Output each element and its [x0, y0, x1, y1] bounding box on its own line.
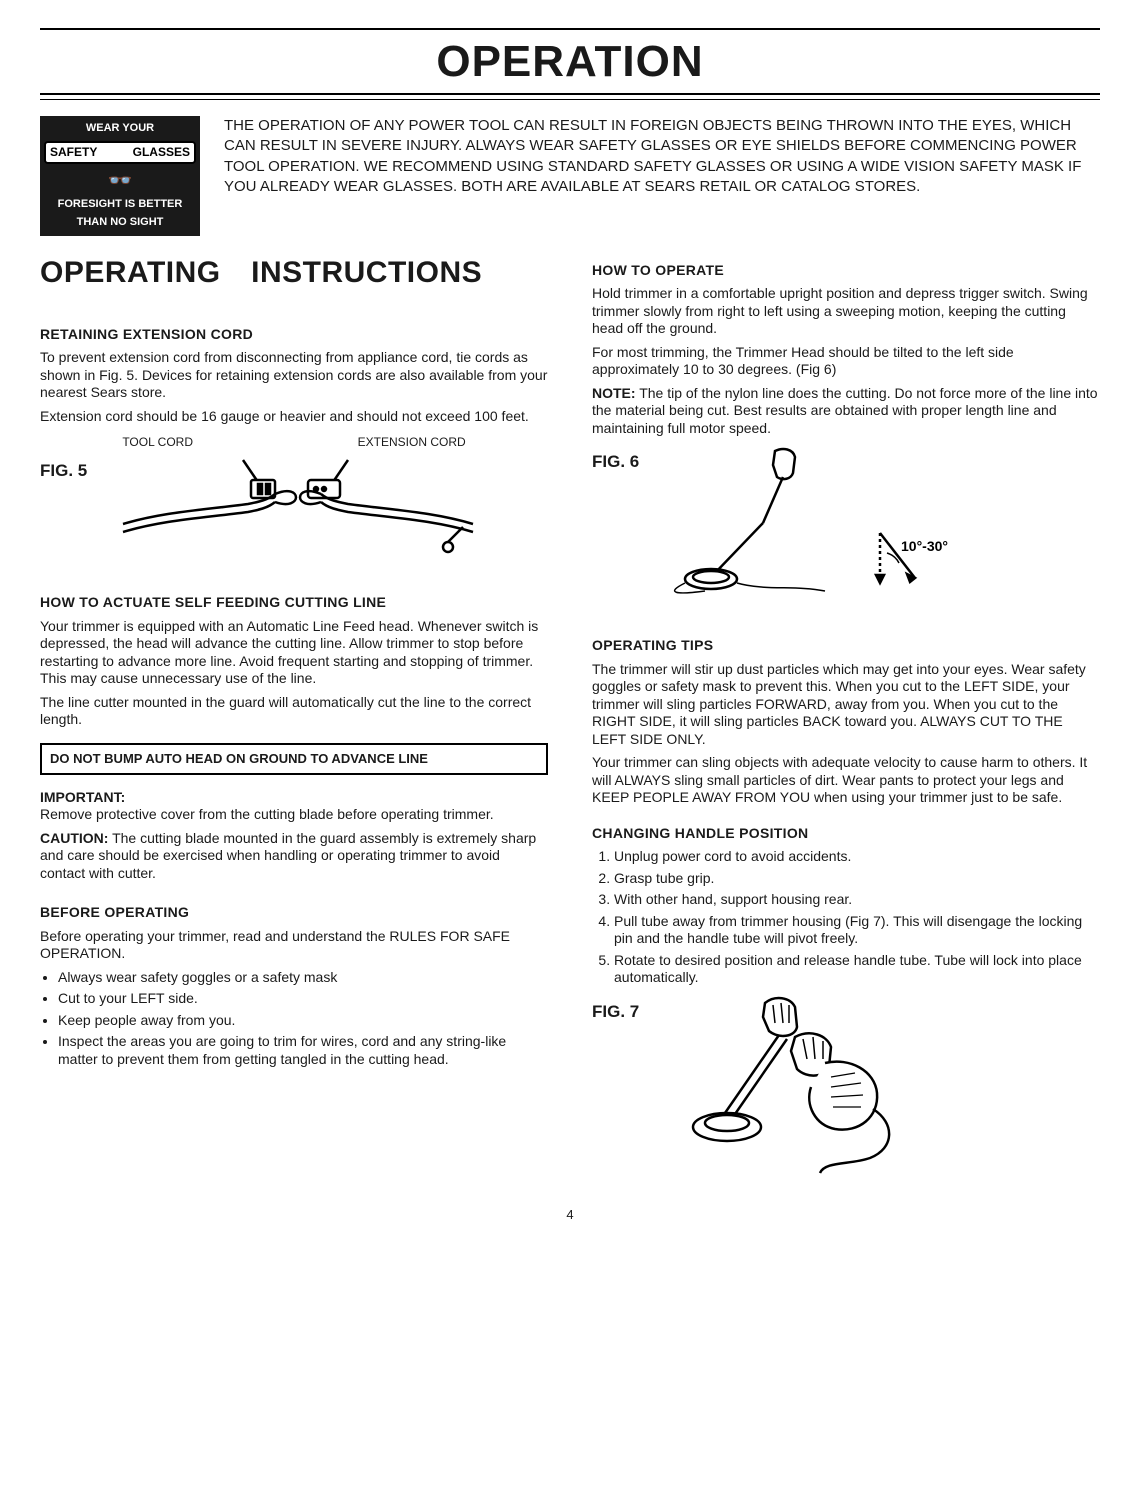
page-number: 4 [40, 1207, 1100, 1223]
intro-row: WEAR YOUR SAFETY GLASSES 👓 FORESIGHT IS … [40, 116, 1100, 236]
title-rule-2 [40, 99, 1100, 100]
note-block: NOTE: The tip of the nylon line does the… [592, 385, 1100, 438]
operating-tips-p1: The trimmer will stir up dust particles … [592, 661, 1100, 749]
fig5-diagram [103, 452, 503, 562]
how-to-operate-p1: Hold trimmer in a comfortable upright po… [592, 285, 1100, 338]
left-column: RETAINING EXTENSION CORD To prevent exte… [40, 310, 548, 1183]
list-item: Unplug power cord to avoid accidents. [614, 848, 1100, 866]
top-rule [40, 28, 1100, 30]
do-not-bump-box: DO NOT BUMP AUTO HEAD ON GROUND TO ADVAN… [40, 743, 548, 775]
changing-handle-heading: CHANGING HANDLE POSITION [592, 825, 1100, 843]
important-heading: IMPORTANT: [40, 789, 125, 805]
caution-text: The cutting blade mounted in the guard a… [40, 830, 536, 881]
title-rule-1 [40, 93, 1100, 95]
badge-left: SAFETY [50, 145, 97, 160]
how-to-operate-heading: HOW TO OPERATE [592, 262, 1100, 280]
fig7-row: FIG. 7 [592, 993, 1100, 1183]
caution-block: CAUTION: The cutting blade mounted in th… [40, 830, 548, 883]
glasses-icon: 👓 [44, 171, 196, 191]
fig6-row: FIG. 6 10°-30° [592, 443, 1100, 613]
tool-cord-label: TOOL CORD [122, 435, 193, 450]
retaining-cord-p2: Extension cord should be 16 gauge or hea… [40, 408, 548, 426]
auto-line-heading: HOW TO ACTUATE SELF FEEDING CUTTING LINE [40, 594, 548, 612]
list-item: Rotate to desired position and release h… [614, 952, 1100, 987]
note-heading: NOTE: [592, 385, 636, 401]
how-to-operate-p2: For most trimming, the Trimmer Head shou… [592, 344, 1100, 379]
page-title: OPERATION [40, 34, 1100, 89]
fig6-label: FIG. 6 [592, 451, 639, 472]
list-item: Keep people away from you. [58, 1012, 548, 1030]
important-block: IMPORTANT: Remove protective cover from … [40, 789, 548, 824]
badge-right: GLASSES [133, 145, 190, 160]
before-operating-heading: BEFORE OPERATING [40, 904, 548, 922]
auto-line-p2: The line cutter mounted in the guard wil… [40, 694, 548, 729]
fig5-label: FIG. 5 [40, 460, 87, 481]
badge-top: WEAR YOUR [44, 122, 196, 136]
fig5-row: FIG. 5 [40, 452, 548, 562]
right-column: HOW TO OPERATE Hold trimmer in a comfort… [592, 310, 1100, 1183]
caution-heading: CAUTION: [40, 830, 108, 846]
fig7-label: FIG. 7 [592, 1001, 639, 1022]
list-item: Pull tube away from trimmer housing (Fig… [614, 913, 1100, 948]
extension-cord-label: EXTENSION CORD [358, 435, 466, 450]
safety-glasses-badge: WEAR YOUR SAFETY GLASSES 👓 FORESIGHT IS … [40, 116, 200, 236]
list-item: Cut to your LEFT side. [58, 990, 548, 1008]
angle-label: 10°-30° [901, 538, 948, 554]
operating-tips-p2: Your trimmer can sling objects with adeq… [592, 754, 1100, 807]
retaining-cord-p1: To prevent extension cord from disconnec… [40, 349, 548, 402]
columns: RETAINING EXTENSION CORD To prevent exte… [40, 310, 1100, 1183]
operating-tips-heading: OPERATING TIPS [592, 637, 1100, 655]
before-operating-p: Before operating your trimmer, read and … [40, 928, 548, 963]
intro-text: THE OPERATION OF ANY POWER TOOL CAN RESU… [224, 116, 1100, 197]
changing-handle-steps: Unplug power cord to avoid accidents. Gr… [592, 848, 1100, 987]
important-text: Remove protective cover from the cutting… [40, 806, 494, 822]
cord-labels: TOOL CORD EXTENSION CORD [40, 435, 548, 450]
list-item: Inspect the areas you are going to trim … [58, 1033, 548, 1068]
fig7-diagram [655, 993, 955, 1183]
auto-line-p1: Your trimmer is equipped with an Automat… [40, 618, 548, 688]
badge-bot2: THAN NO SIGHT [44, 216, 196, 230]
list-item: Always wear safety goggles or a safety m… [58, 969, 548, 987]
retaining-cord-heading: RETAINING EXTENSION CORD [40, 326, 548, 344]
list-item: With other hand, support housing rear. [614, 891, 1100, 909]
before-operating-list: Always wear safety goggles or a safety m… [40, 969, 548, 1069]
list-item: Grasp tube grip. [614, 870, 1100, 888]
badge-bot1: FORESIGHT IS BETTER [44, 198, 196, 212]
fig6-diagram: 10°-30° [655, 443, 985, 613]
badge-inner: SAFETY GLASSES [44, 141, 196, 164]
note-text: The tip of the nylon line does the cutti… [592, 385, 1098, 436]
